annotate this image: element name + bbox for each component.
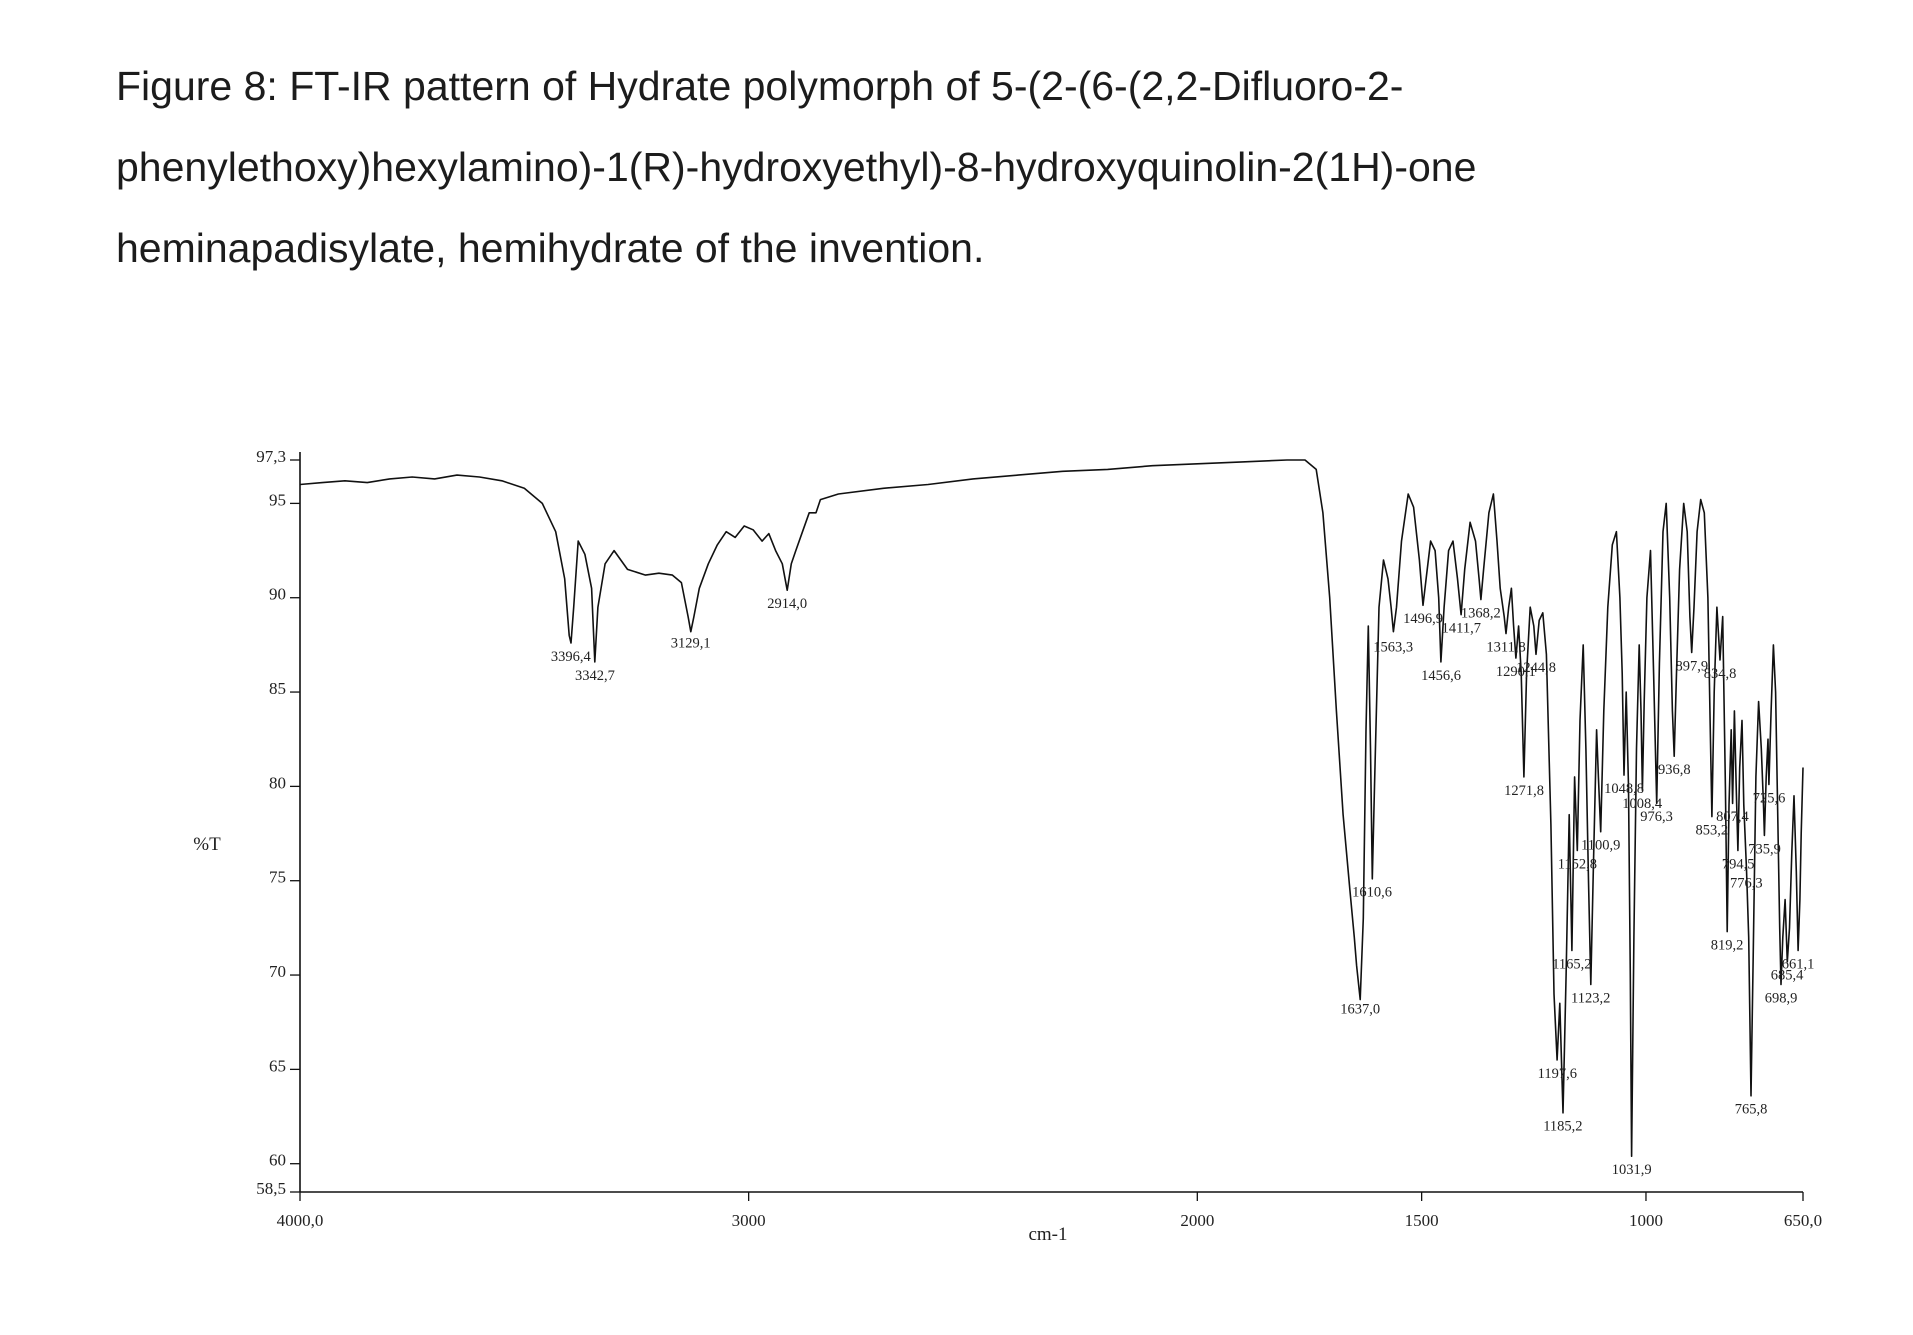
peak-label: 1185,2 (1543, 1119, 1582, 1135)
y-tick-label: 60 (269, 1151, 286, 1170)
peak-label: 1456,6 (1421, 668, 1461, 684)
peak-label: 1165,2 (1552, 956, 1591, 972)
y-tick-label: 97,3 (256, 447, 286, 466)
peak-label: 1244,8 (1516, 660, 1556, 676)
peak-label: 976,3 (1640, 809, 1673, 825)
x-tick-label: 2000 (1180, 1211, 1214, 1230)
peak-label: 776,3 (1730, 875, 1763, 891)
peak-label: 1048,8 (1604, 781, 1644, 797)
peak-label: 1100,9 (1581, 838, 1620, 854)
peak-label: 765,8 (1735, 1102, 1768, 1118)
y-tick-label: 58,5 (256, 1179, 286, 1198)
y-tick-label: 65 (269, 1056, 286, 1075)
y-tick-label: 70 (269, 962, 286, 981)
peak-label: 1563,3 (1373, 640, 1413, 656)
peak-label: 1411,7 (1442, 621, 1481, 637)
peak-label: 794,5 (1722, 856, 1755, 872)
peak-label: 1031,9 (1612, 1162, 1652, 1178)
peak-label: 698,9 (1765, 990, 1798, 1006)
peak-label: 1152,8 (1558, 856, 1597, 872)
peak-label: 834,8 (1704, 666, 1737, 682)
peak-label: 1311,8 (1486, 640, 1525, 656)
peak-label: 3342,7 (575, 668, 615, 684)
peak-label: 3129,1 (671, 636, 711, 652)
x-tick-label: 1500 (1405, 1211, 1439, 1230)
y-tick-label: 75 (269, 868, 286, 887)
y-tick-label: 80 (269, 773, 286, 792)
peak-label: 819,2 (1711, 938, 1744, 954)
x-tick-label: 3000 (732, 1211, 766, 1230)
peak-label: 735,9 (1748, 841, 1781, 857)
x-axis-label: cm-1 (1028, 1224, 1067, 1245)
peak-label: 661,1 (1782, 956, 1815, 972)
peak-label: 936,8 (1658, 762, 1691, 778)
peak-label: 1197,6 (1538, 1066, 1577, 1082)
x-tick-label: 650,0 (1784, 1211, 1822, 1230)
spectrum-line (300, 460, 1803, 1156)
y-tick-label: 85 (269, 679, 286, 698)
y-tick-label: 95 (269, 490, 286, 509)
peak-label: 1496,9 (1403, 611, 1443, 627)
peak-label: 3396,4 (551, 649, 592, 665)
y-tick-label: 90 (269, 585, 286, 604)
x-tick-label: 4000,0 (277, 1211, 324, 1230)
y-axis-label: %T (193, 834, 221, 855)
peak-label: 2914,0 (767, 596, 807, 612)
peak-label: 1610,6 (1352, 885, 1392, 901)
peak-label: 725,6 (1753, 790, 1786, 806)
peak-label: 1637,0 (1340, 1002, 1380, 1018)
peak-label: 1271,8 (1504, 783, 1544, 799)
peak-label: 1123,2 (1571, 990, 1610, 1006)
x-tick-label: 1000 (1629, 1211, 1663, 1230)
peak-label: 807,4 (1716, 809, 1749, 825)
peak-labels: 3396,4 3342,7 3129,1 2914,0 1637,0 1610,6 1563… (551, 596, 1814, 1178)
peak-label: 1368,2 (1461, 606, 1501, 622)
